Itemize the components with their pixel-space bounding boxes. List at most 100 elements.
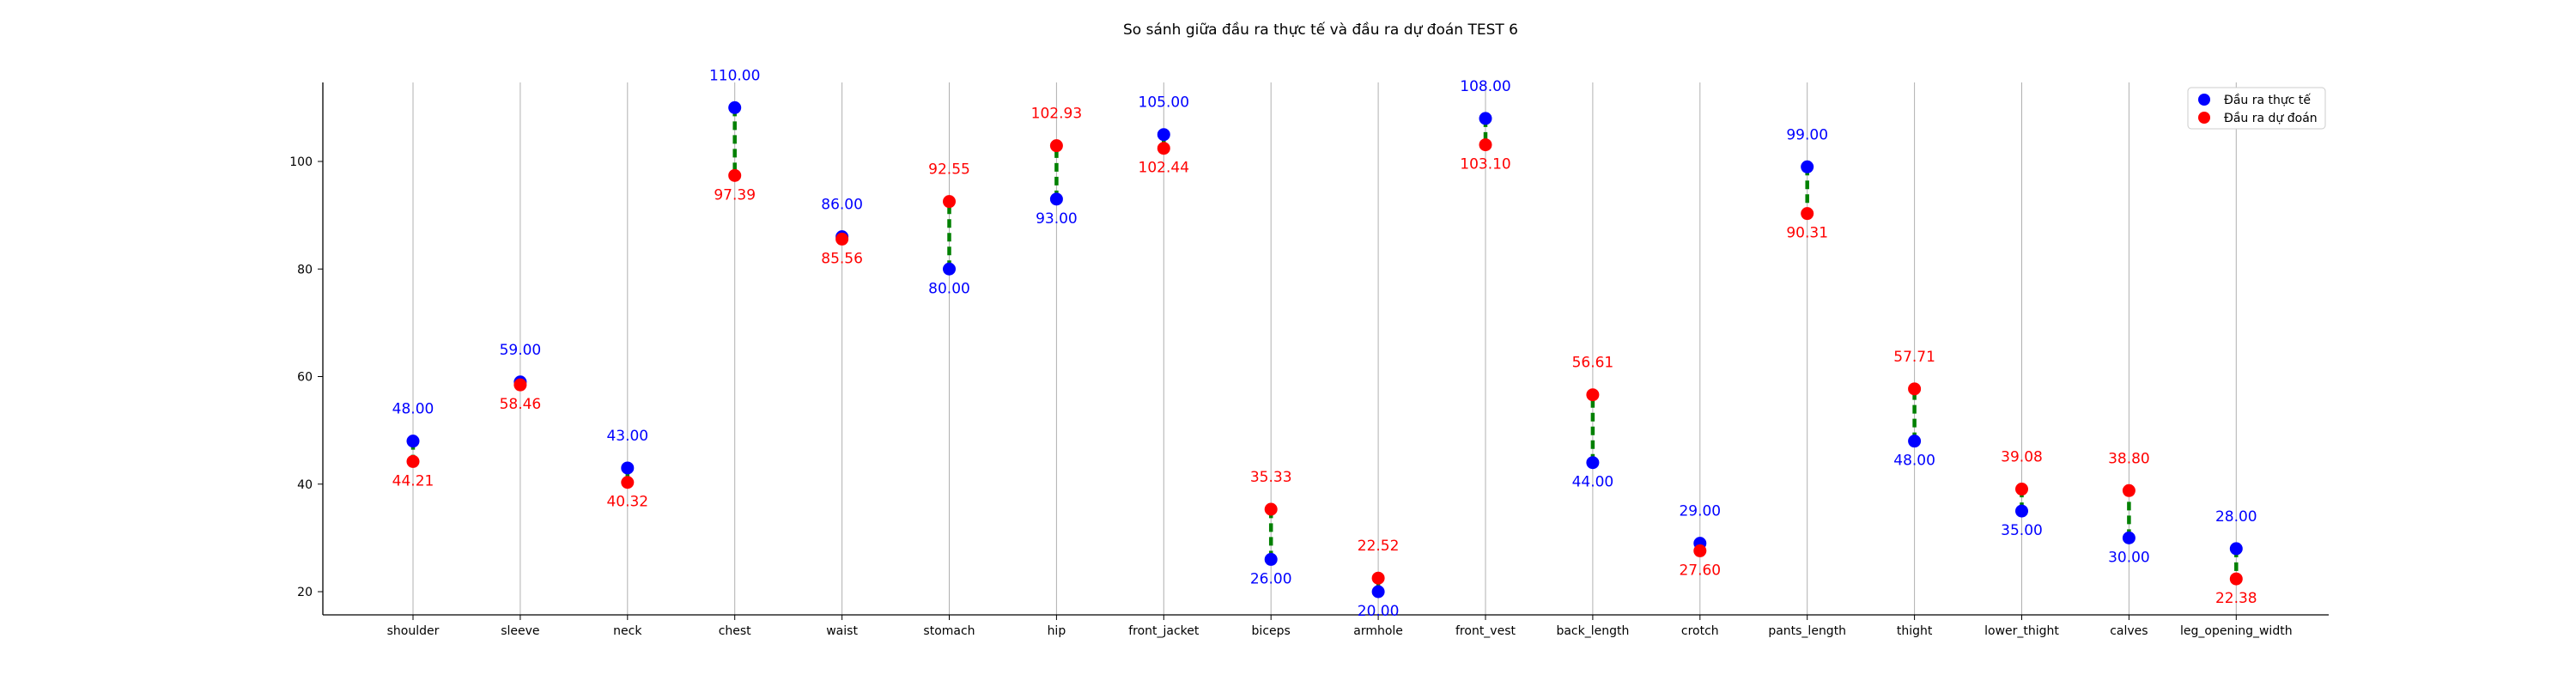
legend-frame (2187, 87, 2326, 130)
x-tick-label-lower-thight: lower_thight (1984, 624, 2059, 638)
legend: Đầu ra thực tế Đầu ra dự đoán (2187, 87, 2326, 130)
predicted-point (835, 232, 849, 246)
x-tick-label-pants-length: pants_length (1768, 624, 1846, 638)
x-tick-label-stomach: stomach (923, 624, 975, 638)
actual-value-label: 86.00 (821, 197, 863, 214)
actual-point (2015, 504, 2028, 518)
predicted-point (1693, 544, 1707, 557)
actual-point (1801, 160, 1814, 173)
actual-point (1264, 552, 1278, 566)
predicted-value-label: 92.55 (928, 161, 970, 179)
predicted-point (943, 195, 956, 209)
x-tick-label-biceps: biceps (1252, 624, 1291, 638)
predicted-point (1908, 382, 1922, 396)
actual-value-label: 93.00 (1036, 210, 1078, 228)
actual-value-label: 29.00 (1679, 503, 1721, 520)
predicted-value-label: 40.32 (606, 494, 648, 511)
actual-point (1586, 456, 1600, 470)
predicted-point (1479, 138, 1492, 152)
predicted-point (2015, 483, 2028, 496)
predicted-point (406, 454, 420, 468)
x-tick-label-leg-opening-width: leg_opening_width (2180, 624, 2293, 638)
x-tick-label-waist: waist (826, 624, 858, 638)
x-tick-label-hip: hip (1048, 624, 1066, 638)
predicted-value-label: 58.46 (500, 396, 542, 413)
actual-point (1371, 585, 1385, 599)
legend-marker-actual (2198, 94, 2210, 106)
actual-value-label: 48.00 (1893, 453, 1935, 470)
y-tick-label: 60 (297, 371, 313, 385)
predicted-value-label: 103.10 (1460, 156, 1510, 173)
legend-label-predicted: Đầu ra dự đoán (2224, 112, 2318, 125)
x-tick-label-calves: calves (2110, 624, 2148, 638)
predicted-point (1049, 139, 1063, 153)
predicted-value-label: 22.38 (2215, 590, 2257, 607)
predicted-point (1264, 502, 1278, 516)
x-tick-label-chest: chest (719, 624, 751, 638)
predicted-value-label: 57.71 (1893, 349, 1935, 366)
predicted-value-label: 102.44 (1139, 160, 1189, 177)
actual-value-label: 110.00 (709, 67, 760, 84)
actual-value-label: 80.00 (928, 280, 970, 297)
actual-value-label: 20.00 (1358, 603, 1400, 620)
x-tick-label-neck: neck (613, 624, 642, 638)
points-layer (406, 100, 2243, 599)
y-tick-label: 80 (297, 263, 313, 277)
actual-value-label: 44.00 (1572, 474, 1614, 491)
predicted-value-label: 85.56 (821, 250, 863, 267)
x-tick-label-shoulder: shoulder (387, 624, 440, 638)
actual-point (1049, 192, 1063, 206)
actual-value-label: 105.00 (1139, 94, 1189, 112)
actual-point (728, 100, 742, 114)
predicted-value-label: 27.60 (1679, 562, 1721, 579)
actual-point (2122, 531, 2136, 544)
y-tick-label: 20 (297, 586, 313, 599)
predicted-value-label: 102.93 (1031, 106, 1082, 123)
connectors-layer (410, 107, 2239, 592)
x-tick-label-back-length: back_length (1556, 624, 1629, 638)
x-tick-label-crotch: crotch (1681, 624, 1719, 638)
y-tick-label: 40 (297, 478, 313, 492)
predicted-point (2122, 483, 2136, 497)
actual-point (1908, 435, 1922, 448)
actual-value-label: 26.00 (1250, 570, 1292, 587)
actual-value-label: 48.00 (392, 401, 434, 418)
actual-point (2229, 542, 2243, 556)
predicted-value-label: 38.80 (2108, 450, 2150, 467)
actual-value-label: 28.00 (2215, 508, 2257, 526)
predicted-value-label: 90.31 (1786, 225, 1828, 242)
actual-point (621, 461, 635, 475)
actual-point (943, 262, 956, 276)
legend-label-actual: Đầu ra thực tế (2224, 93, 2311, 107)
predicted-point (621, 476, 635, 489)
actual-value-label: 59.00 (500, 342, 542, 359)
grid-layer (412, 82, 2237, 615)
chart-title: So sánh giữa đầu ra thực tế và đầu ra dự… (1123, 21, 1518, 39)
actual-point (1157, 128, 1170, 142)
predicted-value-label: 35.33 (1250, 469, 1292, 486)
predicted-point (2229, 572, 2243, 586)
labels-layer: 48.00 44.21 59.00 58.46 43.00 40.32 110.00 97.3… (392, 67, 2257, 620)
actual-point (406, 435, 420, 448)
predicted-value-label: 56.61 (1572, 355, 1614, 372)
axes-layer (322, 82, 2329, 616)
ticks-layer: 20 40 60 80 100 shoulder sleeve neck chest waist s… (289, 155, 2292, 638)
y-tick-label: 100 (289, 155, 313, 169)
predicted-point (1801, 207, 1814, 221)
x-tick-label-front-jacket: front_jacket (1128, 624, 1200, 638)
actual-value-label: 43.00 (606, 428, 648, 445)
predicted-value-label: 22.52 (1358, 538, 1400, 555)
x-tick-label-armhole: armhole (1353, 624, 1403, 638)
actual-value-label: 99.00 (1786, 126, 1828, 143)
predicted-point (513, 378, 527, 392)
predicted-value-label: 97.39 (714, 186, 756, 204)
predicted-point (1157, 142, 1170, 155)
actual-value-label: 108.00 (1460, 78, 1510, 95)
actual-value-label: 35.00 (2001, 522, 2043, 539)
x-tick-label-front-vest: front_vest (1455, 624, 1516, 638)
predicted-point (1371, 571, 1385, 585)
legend-marker-predicted (2198, 112, 2210, 124)
actual-point (1479, 112, 1492, 125)
